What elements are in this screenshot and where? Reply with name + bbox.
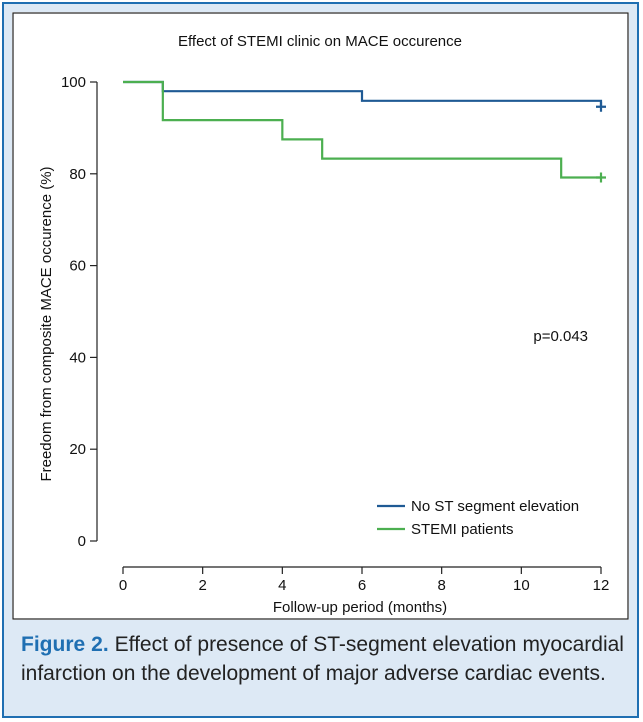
figure-caption-text: Effect of presence of ST-segment elevati… (21, 633, 624, 685)
figure-caption: Figure 2. Effect of presence of ST-segme… (21, 630, 624, 688)
y-axis-label: Freedom from composite MACE occurence (%… (38, 166, 55, 481)
figure-label: Figure 2. (21, 633, 109, 656)
plot-border (12, 12, 629, 620)
y-tick-label: 60 (69, 258, 86, 275)
p-value-annotation: p=0.043 (533, 328, 588, 345)
x-tick-label: 0 (119, 577, 127, 594)
censor-mark (596, 172, 606, 183)
legend: No ST segment elevation STEMI patients (377, 498, 579, 538)
plot-panel: Effect of STEMI clinic on MACE occurence… (12, 12, 629, 620)
censor-mark (596, 101, 606, 112)
y-tick-label: 20 (69, 441, 86, 458)
chart-title: Effect of STEMI clinic on MACE occurence (178, 33, 462, 50)
x-tick-label: 10 (513, 577, 530, 594)
x-tick-label: 8 (437, 577, 445, 594)
y-tick-label: 100 (61, 74, 86, 91)
y-tick-label: 40 (69, 349, 86, 366)
y-tick-label: 80 (69, 166, 86, 183)
x-tick-label: 12 (593, 577, 610, 594)
survival-curve-2 (123, 80, 601, 179)
legend-label: No ST segment elevation (411, 498, 579, 515)
y-tick-label: 0 (78, 533, 86, 550)
kaplan-meier-chart: Effect of STEMI clinic on MACE occurence… (12, 12, 629, 620)
legend-label: STEMI patients (411, 521, 514, 538)
survival-curve-1 (123, 80, 603, 107)
x-tick-label: 4 (278, 577, 286, 594)
x-tick-label: 6 (358, 577, 366, 594)
x-axis-label: Follow-up period (months) (273, 599, 447, 616)
x-tick-label: 2 (198, 577, 206, 594)
